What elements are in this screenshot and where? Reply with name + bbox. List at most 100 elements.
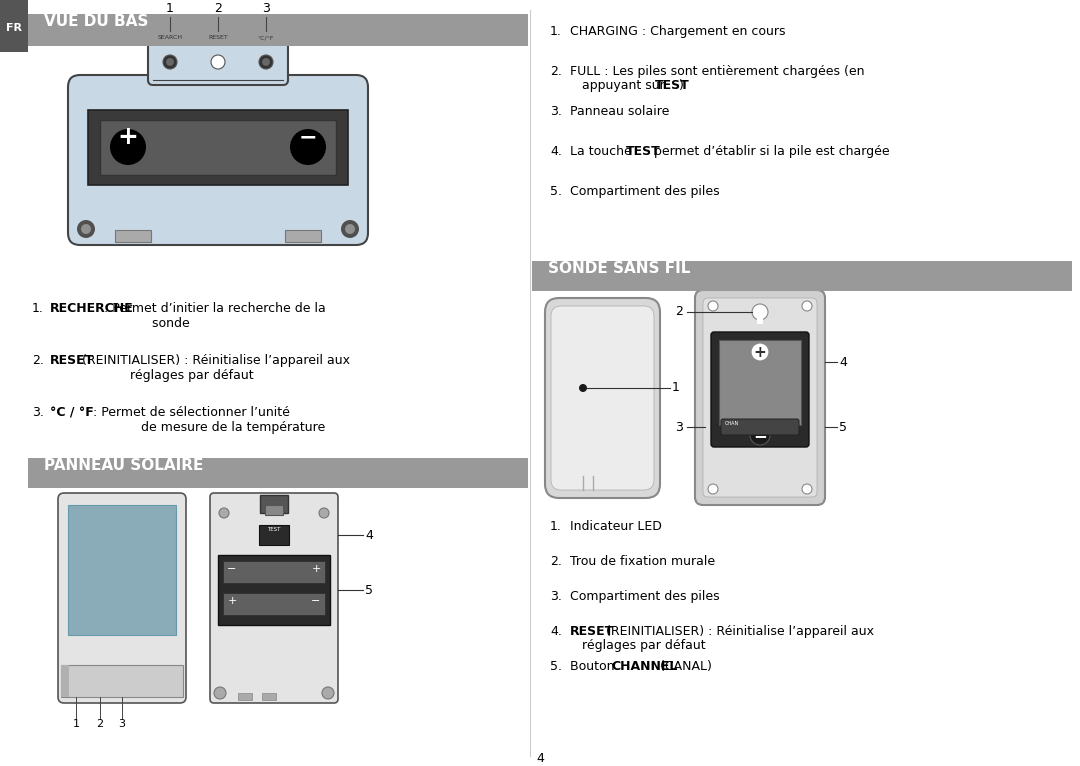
FancyBboxPatch shape [551,306,654,490]
Text: La touche: La touche [570,145,636,158]
FancyBboxPatch shape [696,290,825,505]
Text: 2.: 2. [32,354,44,367]
Circle shape [322,687,334,699]
FancyBboxPatch shape [545,298,660,498]
Text: SEARCH: SEARCH [158,35,183,40]
Text: : Permet de sélectionner l’unité
             de mesure de la température: : Permet de sélectionner l’unité de mesu… [89,406,325,434]
Text: −: − [299,127,318,147]
Circle shape [579,384,588,392]
Text: 1: 1 [672,381,680,394]
Text: +: + [227,596,237,606]
Text: CHANNEL: CHANNEL [611,660,677,673]
Bar [719,340,801,425]
Circle shape [77,220,95,238]
Bar [87,110,348,185]
Text: Compartiment des piles: Compartiment des piles [570,590,719,603]
Text: 2: 2 [214,2,221,15]
Text: appuyant sur: appuyant sur [582,79,669,92]
Text: Trou de fixation murale: Trou de fixation murale [570,555,715,568]
Text: 3.: 3. [550,590,562,603]
Circle shape [750,425,770,445]
Text: °C/°F: °C/°F [258,35,274,40]
Text: TEST: TEST [268,527,281,532]
Bar [285,230,321,242]
Circle shape [214,687,226,699]
Text: FR: FR [6,23,22,33]
Text: 2: 2 [675,305,683,318]
Text: −: − [227,564,237,574]
Bar [60,665,183,697]
Text: °C / °F: °C / °F [50,406,94,419]
Circle shape [708,301,718,311]
Bar [222,561,325,583]
Bar [532,261,1072,291]
Bar [238,693,252,700]
Circle shape [110,129,146,165]
Bar [218,555,330,625]
Text: 1.: 1. [550,25,562,38]
Text: 5.: 5. [550,660,562,673]
Bar [260,495,288,513]
FancyBboxPatch shape [68,75,368,245]
Text: réglages par défaut: réglages par défaut [582,639,705,652]
FancyBboxPatch shape [703,298,816,497]
Text: 3: 3 [675,421,683,434]
Text: 3.: 3. [550,105,562,118]
Text: CHAN: CHAN [725,421,739,426]
Text: 5.: 5. [550,185,562,198]
FancyBboxPatch shape [148,33,288,85]
Text: 1.: 1. [550,520,562,533]
Circle shape [166,58,174,66]
Text: PANNEAU SOLAIRE: PANNEAU SOLAIRE [44,458,203,473]
Text: 3.: 3. [32,406,44,419]
Text: +: + [118,125,138,149]
Bar [265,505,283,515]
Text: Compartiment des piles: Compartiment des piles [570,185,719,198]
FancyBboxPatch shape [711,332,809,447]
Circle shape [259,55,273,69]
Text: : Permet d’initier la recherche de la
             sonde: : Permet d’initier la recherche de la so… [100,302,326,330]
Text: 4.: 4. [550,145,562,158]
Text: 4: 4 [536,752,544,765]
Text: FULL : Les piles sont entièrement chargées (en: FULL : Les piles sont entièrement chargé… [570,65,864,78]
Bar [0,0,28,52]
Bar [28,458,528,488]
Bar [259,525,289,545]
Circle shape [345,224,355,234]
Bar [757,310,762,324]
Text: ): ) [679,79,684,92]
Text: 1: 1 [166,2,174,15]
Text: permet d’établir si la pile est chargée: permet d’établir si la pile est chargée [650,145,890,158]
Text: −: − [753,427,767,445]
Bar [28,14,528,46]
Circle shape [708,484,718,494]
Circle shape [802,301,812,311]
FancyBboxPatch shape [721,419,799,435]
Circle shape [752,304,768,320]
Bar [222,593,325,615]
Circle shape [341,220,359,238]
Text: (REINITIALISER) : Réinitialise l’appareil aux
             réglages par défaut: (REINITIALISER) : Réinitialise l’apparei… [78,354,350,382]
Text: Bouton: Bouton [570,660,619,673]
Circle shape [163,55,177,69]
Text: Indicateur LED: Indicateur LED [570,520,662,533]
Text: RESET: RESET [570,625,615,638]
Text: −: − [311,596,321,606]
Text: 3: 3 [119,719,125,729]
Text: 4: 4 [839,356,847,369]
Text: 2: 2 [96,719,104,729]
Circle shape [219,508,229,518]
Text: SONDE SANS FIL: SONDE SANS FIL [548,261,690,276]
Text: 1.: 1. [32,302,44,315]
Circle shape [319,508,329,518]
Text: (CANAL): (CANAL) [656,660,712,673]
Bar [100,120,336,175]
Circle shape [262,58,270,66]
Circle shape [802,484,812,494]
Circle shape [751,343,769,361]
Text: 5: 5 [365,584,373,597]
Text: VUE DU BAS: VUE DU BAS [44,14,148,29]
Text: Panneau solaire: Panneau solaire [570,105,670,118]
Text: 4.: 4. [550,625,562,638]
Circle shape [81,224,91,234]
